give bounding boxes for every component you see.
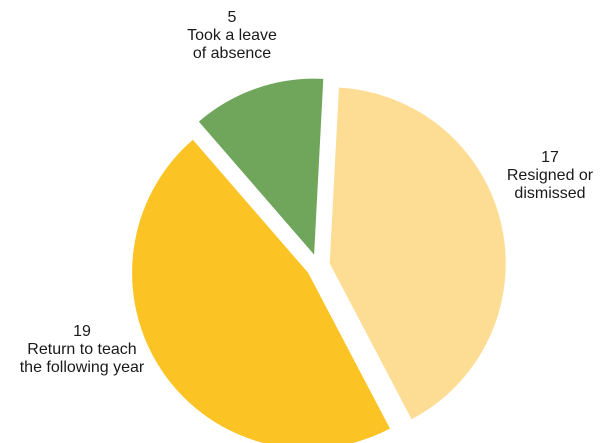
slice-name-label: Took a leave — [187, 27, 277, 44]
slice-name-label: dismissed — [514, 185, 585, 202]
pie-slice-0 — [329, 87, 506, 420]
pie-slices — [132, 78, 506, 443]
slice-label-1: 19 Return to teach the following year — [20, 323, 145, 376]
slice-name-label: of absence — [193, 45, 271, 62]
slice-name-label: Resigned or — [507, 167, 594, 184]
slice-name-label: the following year — [20, 359, 145, 376]
slice-value-label: 5 — [228, 9, 237, 26]
pie-labels: 17 Resigned or dismissed 19 Return to teach t… — [20, 9, 594, 376]
slice-name-label: Return to teach — [27, 341, 136, 358]
pie-slice-1 — [132, 139, 390, 443]
slice-value-label: 19 — [73, 323, 91, 340]
pie-slice-2 — [198, 78, 324, 255]
slice-value-label: 17 — [541, 149, 559, 166]
slice-label-2: 5 Took a leave of absence — [187, 9, 277, 62]
slice-label-0: 17 Resigned or dismissed — [507, 149, 594, 202]
